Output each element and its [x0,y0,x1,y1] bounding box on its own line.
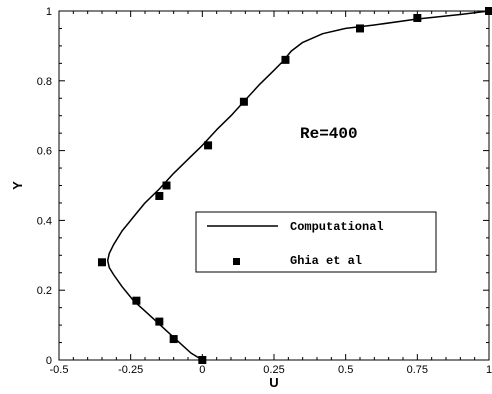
y-tick-label: 0.8 [37,76,52,88]
x-axis-title: U [269,375,278,390]
y-tick-label: 1 [46,6,52,18]
y-tick-label: 0.6 [37,146,52,158]
x-tick-label: 1 [486,364,492,376]
x-tick-label: 0 [199,364,205,376]
x-tick-label: 0.5 [338,364,353,376]
y-tick-label: 0.4 [37,215,52,227]
ghia-marker [204,141,213,150]
x-tick-label: -0.5 [50,364,69,376]
ghia-marker [356,24,364,33]
ghia-marker [281,55,290,64]
plot-frame [58,10,490,361]
legend-label-computational: Computational [290,220,384,234]
ghia-marker [485,7,492,15]
ghia-marker [155,317,164,326]
computational-line [106,10,490,361]
ghia-marker [413,13,422,22]
x-tick-label: 0.25 [263,364,284,376]
ghia-marker [239,97,248,106]
ghia-marker [132,296,141,305]
ghia-marker [98,258,106,267]
ghia-marker [162,181,171,190]
axes: -0.5 -0.25 0 0.25 0.5 0.75 1 0 0.2 0.4 0.6 0.8 1 U Y [10,6,492,390]
x-tick-label: 0.75 [407,364,428,376]
legend: Computational Ghia et al [195,211,437,273]
y-tick-label: 0 [46,355,52,367]
legend-marker-swatch [233,258,240,265]
y-axis-title: Y [10,181,25,190]
ghia-marker [155,191,164,200]
series-layer [98,7,492,364]
legend-label-ghia: Ghia et al [290,254,362,268]
ghia-marker [198,356,207,364]
reynolds-annotation: Re=400 [300,125,358,143]
x-tick-label: -0.25 [118,364,143,376]
y-tick-label: 0.2 [37,285,52,297]
ghia-marker [169,335,178,344]
